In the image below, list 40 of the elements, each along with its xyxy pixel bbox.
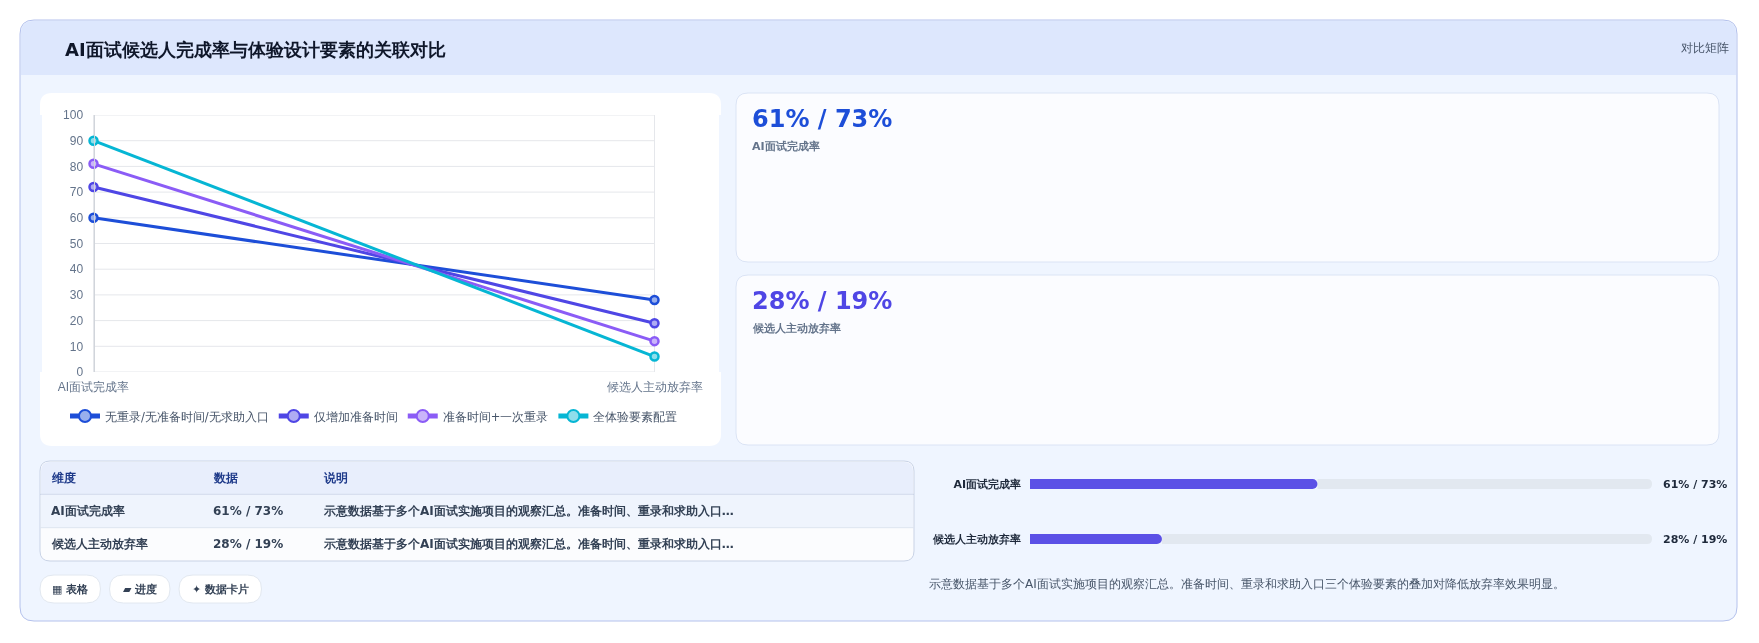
legend-label: 仅增加准备时间: [313, 409, 398, 424]
text: 示意数据基于多个AI面试实施项目的观察汇总。准备时间、重录和求助入口…: [324, 537, 734, 551]
text: 候选人主动放弃率: [752, 322, 841, 335]
y-tick-label: 60: [69, 211, 84, 225]
text: ▦ 表格: [52, 583, 90, 596]
y-tick-label: 80: [69, 159, 84, 174]
text: 61% / 73%: [213, 504, 284, 518]
chart-title: AI面试候选人完成率与体验设计要素的关联对比: [65, 39, 446, 60]
text: AI面试完成率: [752, 140, 820, 153]
category-label: 说明: [323, 471, 348, 485]
text: ✦ 数据卡片: [192, 583, 250, 596]
text: 候选人主动放弃率: [52, 537, 148, 551]
text: 28% / 19%: [213, 537, 284, 551]
category-label: 数据: [213, 471, 238, 485]
y-tick-label: 100: [63, 108, 84, 123]
y-tick-label: 90: [69, 133, 84, 148]
point: [649, 351, 660, 362]
text: ▰ 进度: [123, 583, 158, 596]
text: 28% / 19%: [752, 287, 893, 315]
text: 示意数据基于多个AI面试实施项目的观察汇总。准备时间、重录和求助入口三个体验要素的叠加对降低放弃率效果明显。: [929, 577, 1565, 591]
text: 示意数据基于多个AI面试实施项目的观察汇总。准备时间、重录和求助入口…: [324, 504, 734, 518]
y-tick-label: 10: [69, 339, 84, 354]
y-tick-label: 40: [69, 262, 84, 277]
legend-label: 全体验要素配置: [593, 409, 678, 424]
y-tick-label: 30: [69, 288, 84, 303]
legend-label: 准备时间+一次重录: [442, 409, 549, 424]
legend-label: 无重录/无准备时间/无求助入口: [105, 409, 269, 424]
text: AI面试完成率: [51, 504, 125, 518]
category-label: 维度: [51, 471, 76, 485]
y-tick-label: 50: [69, 236, 84, 251]
point: [649, 294, 660, 306]
text: 61% / 73%: [752, 105, 893, 133]
text: 对比矩阵: [1681, 41, 1729, 55]
data-label: 28% / 19%: [1663, 533, 1728, 546]
point: [649, 317, 660, 329]
y-tick-label: 0: [76, 365, 84, 380]
point: [649, 335, 660, 347]
y-tick-label: 20: [69, 313, 84, 328]
y-tick-label: 70: [69, 185, 84, 200]
data-label: 61% / 73%: [1663, 478, 1728, 491]
